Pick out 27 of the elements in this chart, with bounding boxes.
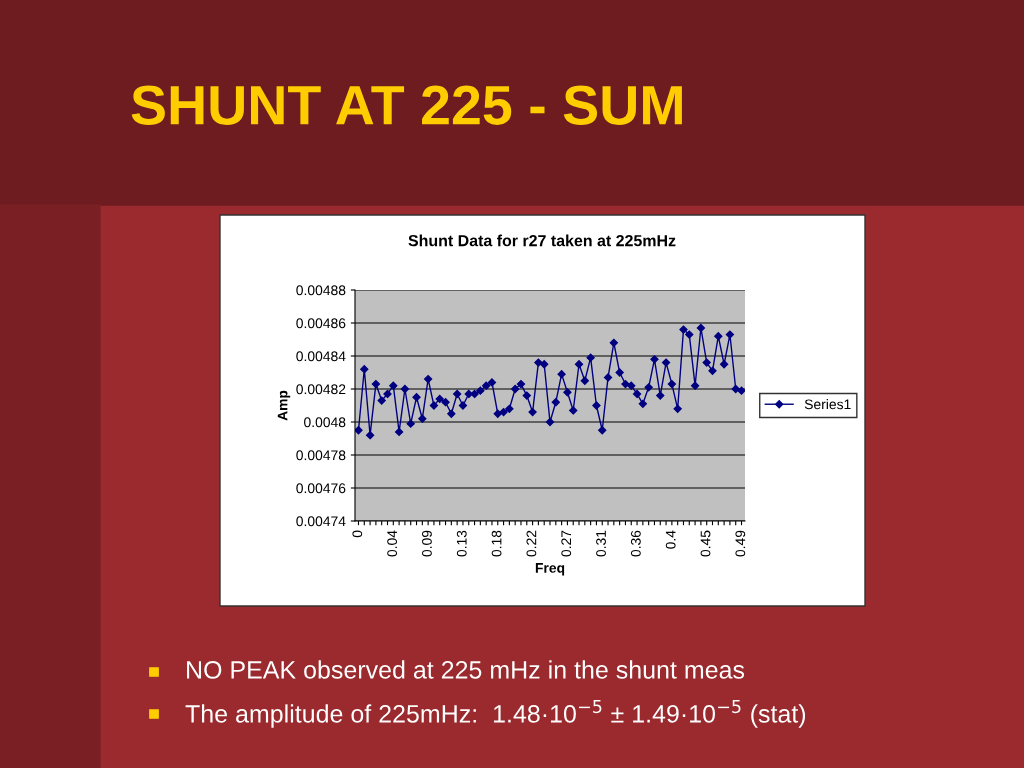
x-tick-label: 0.31 [596, 530, 606, 557]
x-tick-label: 0.45 [700, 530, 711, 557]
x-tick-label: 0.13 [456, 530, 467, 557]
x-tick-label: 0.22 [526, 530, 537, 557]
y-tick-label: 0.00478 [296, 450, 346, 461]
text: The amplitude of 225mHz: 1.48·10$^{−5}$ ± 1.49·10$^{−5}$ (stat) [185, 700, 806, 728]
x-tick-label: 0.36 [630, 530, 641, 557]
x-axis-title: Freq [535, 563, 565, 576]
y-tick-label: 0.0048 [304, 417, 346, 428]
x-tick-label: 0.27 [561, 530, 572, 557]
x-tick-label: 0.04 [387, 530, 398, 557]
x-tick-label: 0.09 [422, 530, 432, 557]
x-tick-label: 0.4 [665, 530, 676, 549]
y-tick-label: 0.00484 [296, 351, 346, 362]
y-tick-label: 0.00476 [296, 483, 346, 494]
legend-label: Series1 [804, 399, 851, 410]
y-tick-label: 0.00488 [296, 285, 346, 296]
x-tick-label: 0.18 [491, 530, 502, 557]
y-axis-title: Amp [277, 390, 291, 421]
y-tick-label: 0.00486 [296, 318, 346, 329]
x-tick-label: 0.49 [735, 530, 746, 557]
x-tick-label: 0 [352, 530, 363, 538]
y-tick-label: 0.00474 [296, 516, 346, 527]
chart-subtitle: Shunt Data for r27 taken at 225mHz [408, 234, 676, 247]
text: NO PEAK observed at 225 mHz in the shunt meas [187, 660, 745, 679]
y-tick-label: 0.00482 [296, 384, 346, 395]
chart-title: SHUNT AT 225 - SUM [131, 85, 682, 125]
